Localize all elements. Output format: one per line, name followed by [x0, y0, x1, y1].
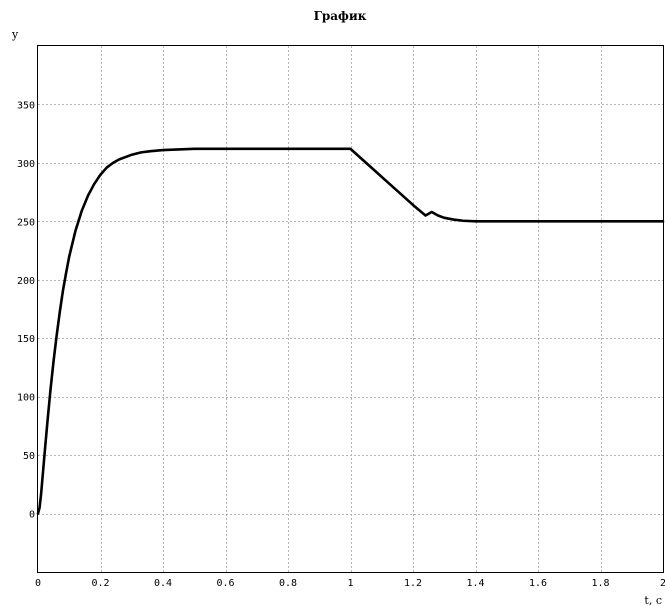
y-axis-label: y	[11, 28, 19, 41]
y-tick-label: 150	[17, 334, 35, 345]
y-tick-label: 100	[17, 393, 35, 404]
x-tick-label: 0.8	[279, 578, 297, 589]
y-tick-label: 250	[17, 217, 35, 228]
plot-area-frame	[37, 45, 664, 573]
y-tick-label: 200	[17, 276, 35, 287]
x-tick-label: 1	[347, 578, 353, 589]
chart-title: График	[314, 9, 367, 23]
x-tick-label: 0.2	[91, 578, 109, 589]
x-tick-label: 0.4	[154, 578, 172, 589]
y-tick-label: 300	[17, 159, 35, 170]
y-tick-label: 350	[17, 100, 35, 111]
series-line	[36, 147, 665, 515]
x-tick-label: 1.4	[466, 578, 484, 589]
x-axis-label: t, c	[644, 594, 662, 607]
x-tick-label: 0	[35, 578, 41, 589]
grid	[38, 46, 663, 572]
x-tick-label: 0.6	[216, 578, 234, 589]
x-tick-label: 1.6	[529, 578, 547, 589]
x-tick-label: 1.2	[404, 578, 422, 589]
x-tick-label: 1.8	[591, 578, 609, 589]
y-tick-label: 0	[29, 510, 35, 521]
tick-labels: 0 0.2 0.4 0.6 0.8 1 1.2 1.4 1.6 1.8 2 0 50 100 150 200 2…	[17, 100, 665, 589]
x-tick-label: 2	[660, 578, 665, 589]
y-tick-label: 50	[23, 451, 35, 462]
